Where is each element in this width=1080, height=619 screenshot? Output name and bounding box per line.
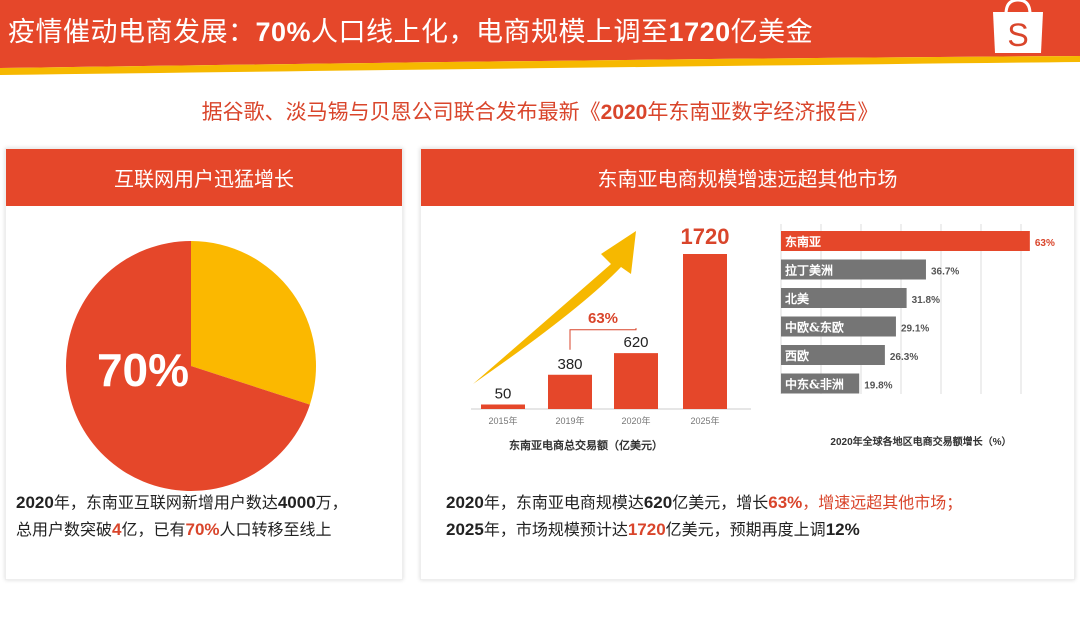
bar-data-label: 620 [623,334,648,351]
growth-arrow-icon [473,231,636,384]
text-segment: 年，市场规模预计达 [483,520,628,539]
category-label: 拉丁美洲 [785,263,833,278]
pie-data-label: 70% [97,344,189,396]
x-tick-label: 2020年 [621,415,650,426]
bar-data-label: 29.1% [901,324,929,335]
panel-heading: 互联网用户迅猛增长 [6,149,402,206]
bar-data-label: 19.8% [864,381,892,392]
subtitle: 据谷歌、淡马锡与贝恩公司联合发布最新《2020年东南亚数字经济报告》 [201,100,879,124]
header-banner: 疫情催动电商发展：70%人口线上化，电商规模上调至1720亿美金 S [0,0,1080,75]
bar-data-label: 50 [495,385,512,402]
text-segment: 620 [643,493,673,512]
bar-data-label: 31.8% [912,295,940,306]
text-segment: 总用户数突破 [16,520,113,539]
bar-data-label: 26.3% [890,352,918,363]
category-label: 中欧&东欧 [785,320,844,335]
bar [614,353,658,409]
x-axis-label: 2020年全球各地区电商交易额增长（%） [830,435,1011,448]
text-segment: 亿美元，增长 [672,493,769,512]
bar-data-label: 380 [557,356,582,373]
category-label: 东南亚 [785,234,821,249]
text-segment: 人口转移至线上 [219,520,332,539]
bar [781,231,1030,251]
summary-text: 2020年，东南亚互联网新增用户数达4000万， 总用户数突破4亿，已有70%人口… [16,489,348,543]
text-segment: 2025 [446,520,484,539]
category-label: 北美 [785,291,810,306]
gmv-bar-chart: 50 2015年 380 2019年 620 2020年 1720 2025年 63% 东南亚电商… [471,224,751,452]
text-segment: 亿美元，预期再度上调 [665,520,826,539]
bar [548,374,592,409]
text-segment: 亿，已有 [121,520,186,539]
bar [683,254,727,409]
bar [781,288,907,308]
bar-data-label: 63% [1035,238,1055,249]
text-segment: 4 [112,520,122,539]
ecommerce-panel: 东南亚电商规模增速远超其他市场 50 2015年 380 2019年 620 2020年 1… [420,148,1075,580]
bar [781,316,896,337]
bar [781,259,926,280]
x-tick-label: 2015年 [488,415,517,426]
growth-bar-chart: 东南亚 63% 拉丁美洲 36.7% 北美 31.8% 中欧&东欧 29.1% 西欧 26.3% 中… [780,224,1055,448]
category-label: 中东&非洲 [785,377,844,392]
panel-heading: 东南亚电商规模增速远超其他市场 [421,149,1074,206]
page-title: 疫情催动电商发展：70%人口线上化，电商规模上调至1720亿美金 [8,17,814,48]
growth-annotation: 63% [588,310,618,327]
shopping-bag-icon: S [993,0,1043,53]
text-segment: 年，东南亚电商规模达 [483,493,644,512]
summary-text: 2020年，东南亚电商规模达620亿美元，增长63%，增速远超其他市场； 2025… [446,489,962,543]
text-segment: 1720 [627,520,666,539]
bar-data-label: 36.7% [931,267,959,278]
bar-data-label: 1720 [681,224,730,249]
text-segment: 万， [315,493,348,512]
pie-chart: 70% [65,241,316,491]
text-segment: 70% [185,520,220,539]
bar [781,373,860,394]
text-segment: ，增速远超其他市场； [802,493,963,512]
x-axis-label: 东南亚电商总交易额（亿美元） [509,438,663,452]
pie-slice [191,241,316,405]
x-tick-label: 2025年 [690,415,719,426]
category-label: 西欧 [785,348,809,363]
text-segment: 2020 [16,493,54,512]
x-tick-label: 2019年 [555,415,584,426]
text-segment: 63% [768,493,803,512]
growth-bracket [569,328,637,350]
bar [481,404,525,409]
internet-users-panel: 互联网用户迅猛增长 70% 2020年，东南亚互联网新增用户数达4000万， 总用… [5,148,403,580]
pie-slice [65,241,310,491]
text-segment: 2020 [446,493,484,512]
text-segment: 12% [825,520,860,539]
svg-text:S: S [1007,17,1028,53]
bar [781,345,885,365]
text-segment: 4000 [277,493,316,512]
text-segment: 年，东南亚互联网新增用户数达 [53,493,278,512]
